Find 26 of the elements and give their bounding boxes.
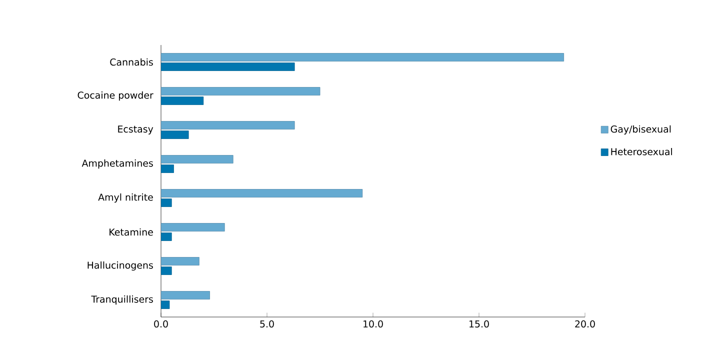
x-tick-label: 5.0 bbox=[260, 320, 274, 328]
bar bbox=[161, 121, 295, 130]
x-tick-label: 10.0 bbox=[364, 320, 383, 328]
bar bbox=[161, 53, 564, 62]
y-tick-label: Ketamine bbox=[110, 228, 153, 236]
legend-label: Gay/bisexual bbox=[610, 125, 671, 135]
y-tick-label: Hallucinogens bbox=[88, 261, 153, 271]
x-tick-label: 20.0 bbox=[575, 320, 595, 328]
y-tick-label: Cannabis bbox=[110, 58, 153, 66]
y-tick-label: Cocaine powder bbox=[78, 91, 154, 101]
bar bbox=[161, 189, 363, 198]
bar bbox=[161, 62, 295, 71]
y-tick-label: Tranquillisers bbox=[91, 295, 153, 305]
bar bbox=[161, 291, 210, 300]
bar bbox=[161, 155, 234, 164]
y-tick-label: Ecstasy bbox=[118, 126, 154, 134]
bar bbox=[161, 87, 320, 96]
y-tick-label: Amphetamines bbox=[82, 159, 153, 169]
bar bbox=[161, 257, 200, 266]
x-tick-label: 15.0 bbox=[470, 320, 489, 328]
bar bbox=[161, 130, 189, 139]
y-tick-label: Amyl nitrite bbox=[98, 193, 153, 203]
x-tick-label: 0.0 bbox=[154, 320, 168, 328]
bar bbox=[161, 223, 225, 232]
legend-label: Heterosexual bbox=[611, 148, 672, 156]
bar bbox=[161, 96, 204, 105]
